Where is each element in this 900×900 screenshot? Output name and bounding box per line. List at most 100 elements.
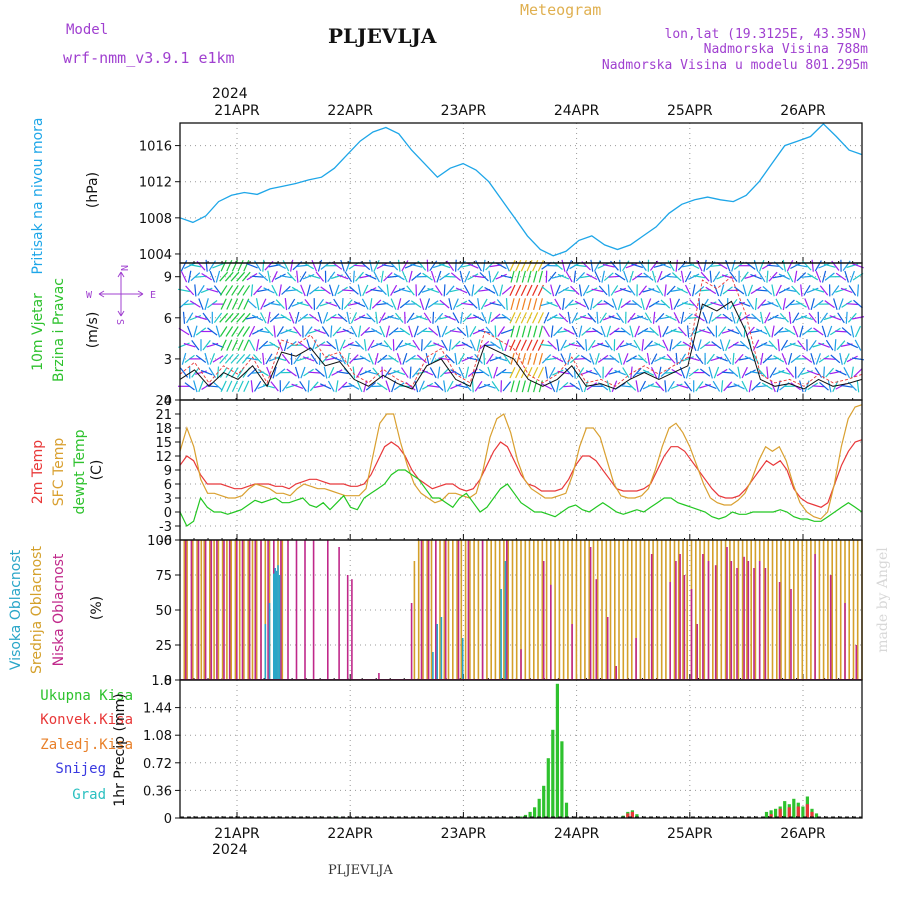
wind-barb — [560, 339, 567, 351]
wind-barb — [820, 312, 828, 324]
wind-barb — [527, 380, 532, 393]
wind-barb — [455, 287, 468, 294]
wind-barb — [808, 312, 817, 323]
wind-barb — [586, 273, 598, 281]
wind-barb — [314, 328, 326, 335]
pressure-ytick-label: 1016 — [139, 140, 172, 155]
wind-barb — [538, 325, 543, 338]
wind-barb — [578, 325, 583, 338]
wind-barb — [544, 366, 548, 379]
wind-barb — [750, 273, 762, 280]
wind-barb — [801, 315, 813, 320]
wind-barb — [706, 326, 715, 337]
wind-barb — [384, 367, 392, 378]
wind-barb — [706, 353, 715, 365]
wind-barb — [393, 273, 405, 281]
wind-barb — [182, 311, 186, 324]
wind-barb — [365, 287, 377, 294]
wind-barb — [226, 380, 233, 392]
wind-barb — [840, 287, 853, 294]
cloud-label-2: Srednja Oblacnost — [29, 546, 45, 674]
wind-barb — [386, 284, 390, 297]
precip-bar-0 — [814, 813, 819, 818]
wind-barb — [444, 328, 456, 335]
wind-barb — [187, 270, 192, 283]
pressure-series-line — [179, 122, 863, 257]
wind-barb — [772, 316, 785, 320]
wind-barb — [599, 312, 607, 324]
wind-barb — [648, 287, 660, 294]
wind-barb — [567, 352, 571, 365]
wind-barb — [709, 270, 712, 283]
pressure-ytick-label: 1012 — [139, 176, 172, 191]
wind-barb — [495, 262, 507, 270]
wind-barb — [185, 285, 195, 296]
wind-barb — [433, 355, 445, 363]
wind-barb — [815, 353, 821, 365]
wind-barb — [596, 311, 599, 324]
wind-barb — [402, 353, 408, 365]
wind-barb — [571, 325, 578, 338]
wind-barb — [207, 327, 218, 336]
wind-barb — [751, 313, 761, 323]
wind-barb — [552, 369, 564, 376]
wind-barb — [200, 287, 213, 294]
wind-barb — [543, 312, 550, 324]
wind-barb — [557, 273, 570, 280]
wind-barb — [194, 275, 208, 278]
precip-bar-0 — [546, 758, 550, 818]
wind-barb — [492, 284, 499, 297]
wind-barb — [487, 311, 492, 324]
wind-barb — [253, 354, 263, 364]
wind-barb — [591, 342, 604, 348]
wind-barb — [251, 275, 264, 278]
wind-barb — [307, 380, 310, 393]
wind-barb — [837, 312, 845, 324]
wind-barb — [450, 369, 462, 377]
wind-barb — [480, 298, 488, 310]
wind-barb — [201, 272, 213, 281]
wind-barb — [669, 339, 673, 352]
bottom-date-label: 22APR — [327, 826, 373, 842]
wind-barb — [676, 287, 689, 294]
wind-barb — [473, 314, 485, 322]
wind-barb — [406, 312, 415, 324]
wind-barb — [469, 326, 477, 337]
wind-ytick-label: 0 — [164, 394, 172, 409]
wind-barb — [687, 325, 690, 338]
wind-barb — [548, 367, 556, 379]
wind-barb — [692, 284, 696, 297]
wind-barb — [594, 271, 601, 283]
precip-bar-0 — [537, 798, 541, 818]
temp-ytick-label: 9 — [164, 464, 172, 479]
wind-barb — [377, 285, 387, 296]
wind-barb — [713, 284, 720, 297]
precip-bar-0 — [769, 810, 773, 818]
wind-barb — [395, 339, 404, 351]
wind-barb — [286, 368, 297, 377]
cloud-ytick-label: 75 — [155, 569, 172, 584]
wind-barb — [713, 366, 720, 379]
wind-barb — [374, 352, 379, 365]
wind-barb — [465, 366, 470, 379]
wind-barb — [241, 271, 251, 282]
wind-barb — [725, 259, 731, 272]
top-date-labels: 21APR 22APR 23APR 24APR 25APR 26APR — [214, 103, 826, 119]
wind-barb — [627, 285, 636, 296]
wind-barb — [306, 339, 311, 352]
wind-barb — [616, 312, 625, 324]
wind-barb — [849, 270, 855, 283]
precip-bar-1 — [769, 814, 773, 818]
wind-barb — [454, 352, 458, 365]
wind-barb — [738, 301, 751, 307]
wind-barb — [472, 371, 485, 374]
wind-barb — [848, 285, 857, 296]
wind-barb — [242, 285, 251, 296]
wind-barb — [280, 328, 292, 335]
wind-barb — [418, 380, 425, 393]
wind-barb — [404, 262, 417, 269]
wind-barb — [441, 339, 448, 351]
wind-barb — [625, 263, 638, 269]
wind-barb — [734, 353, 744, 364]
wind-barb — [792, 325, 799, 338]
